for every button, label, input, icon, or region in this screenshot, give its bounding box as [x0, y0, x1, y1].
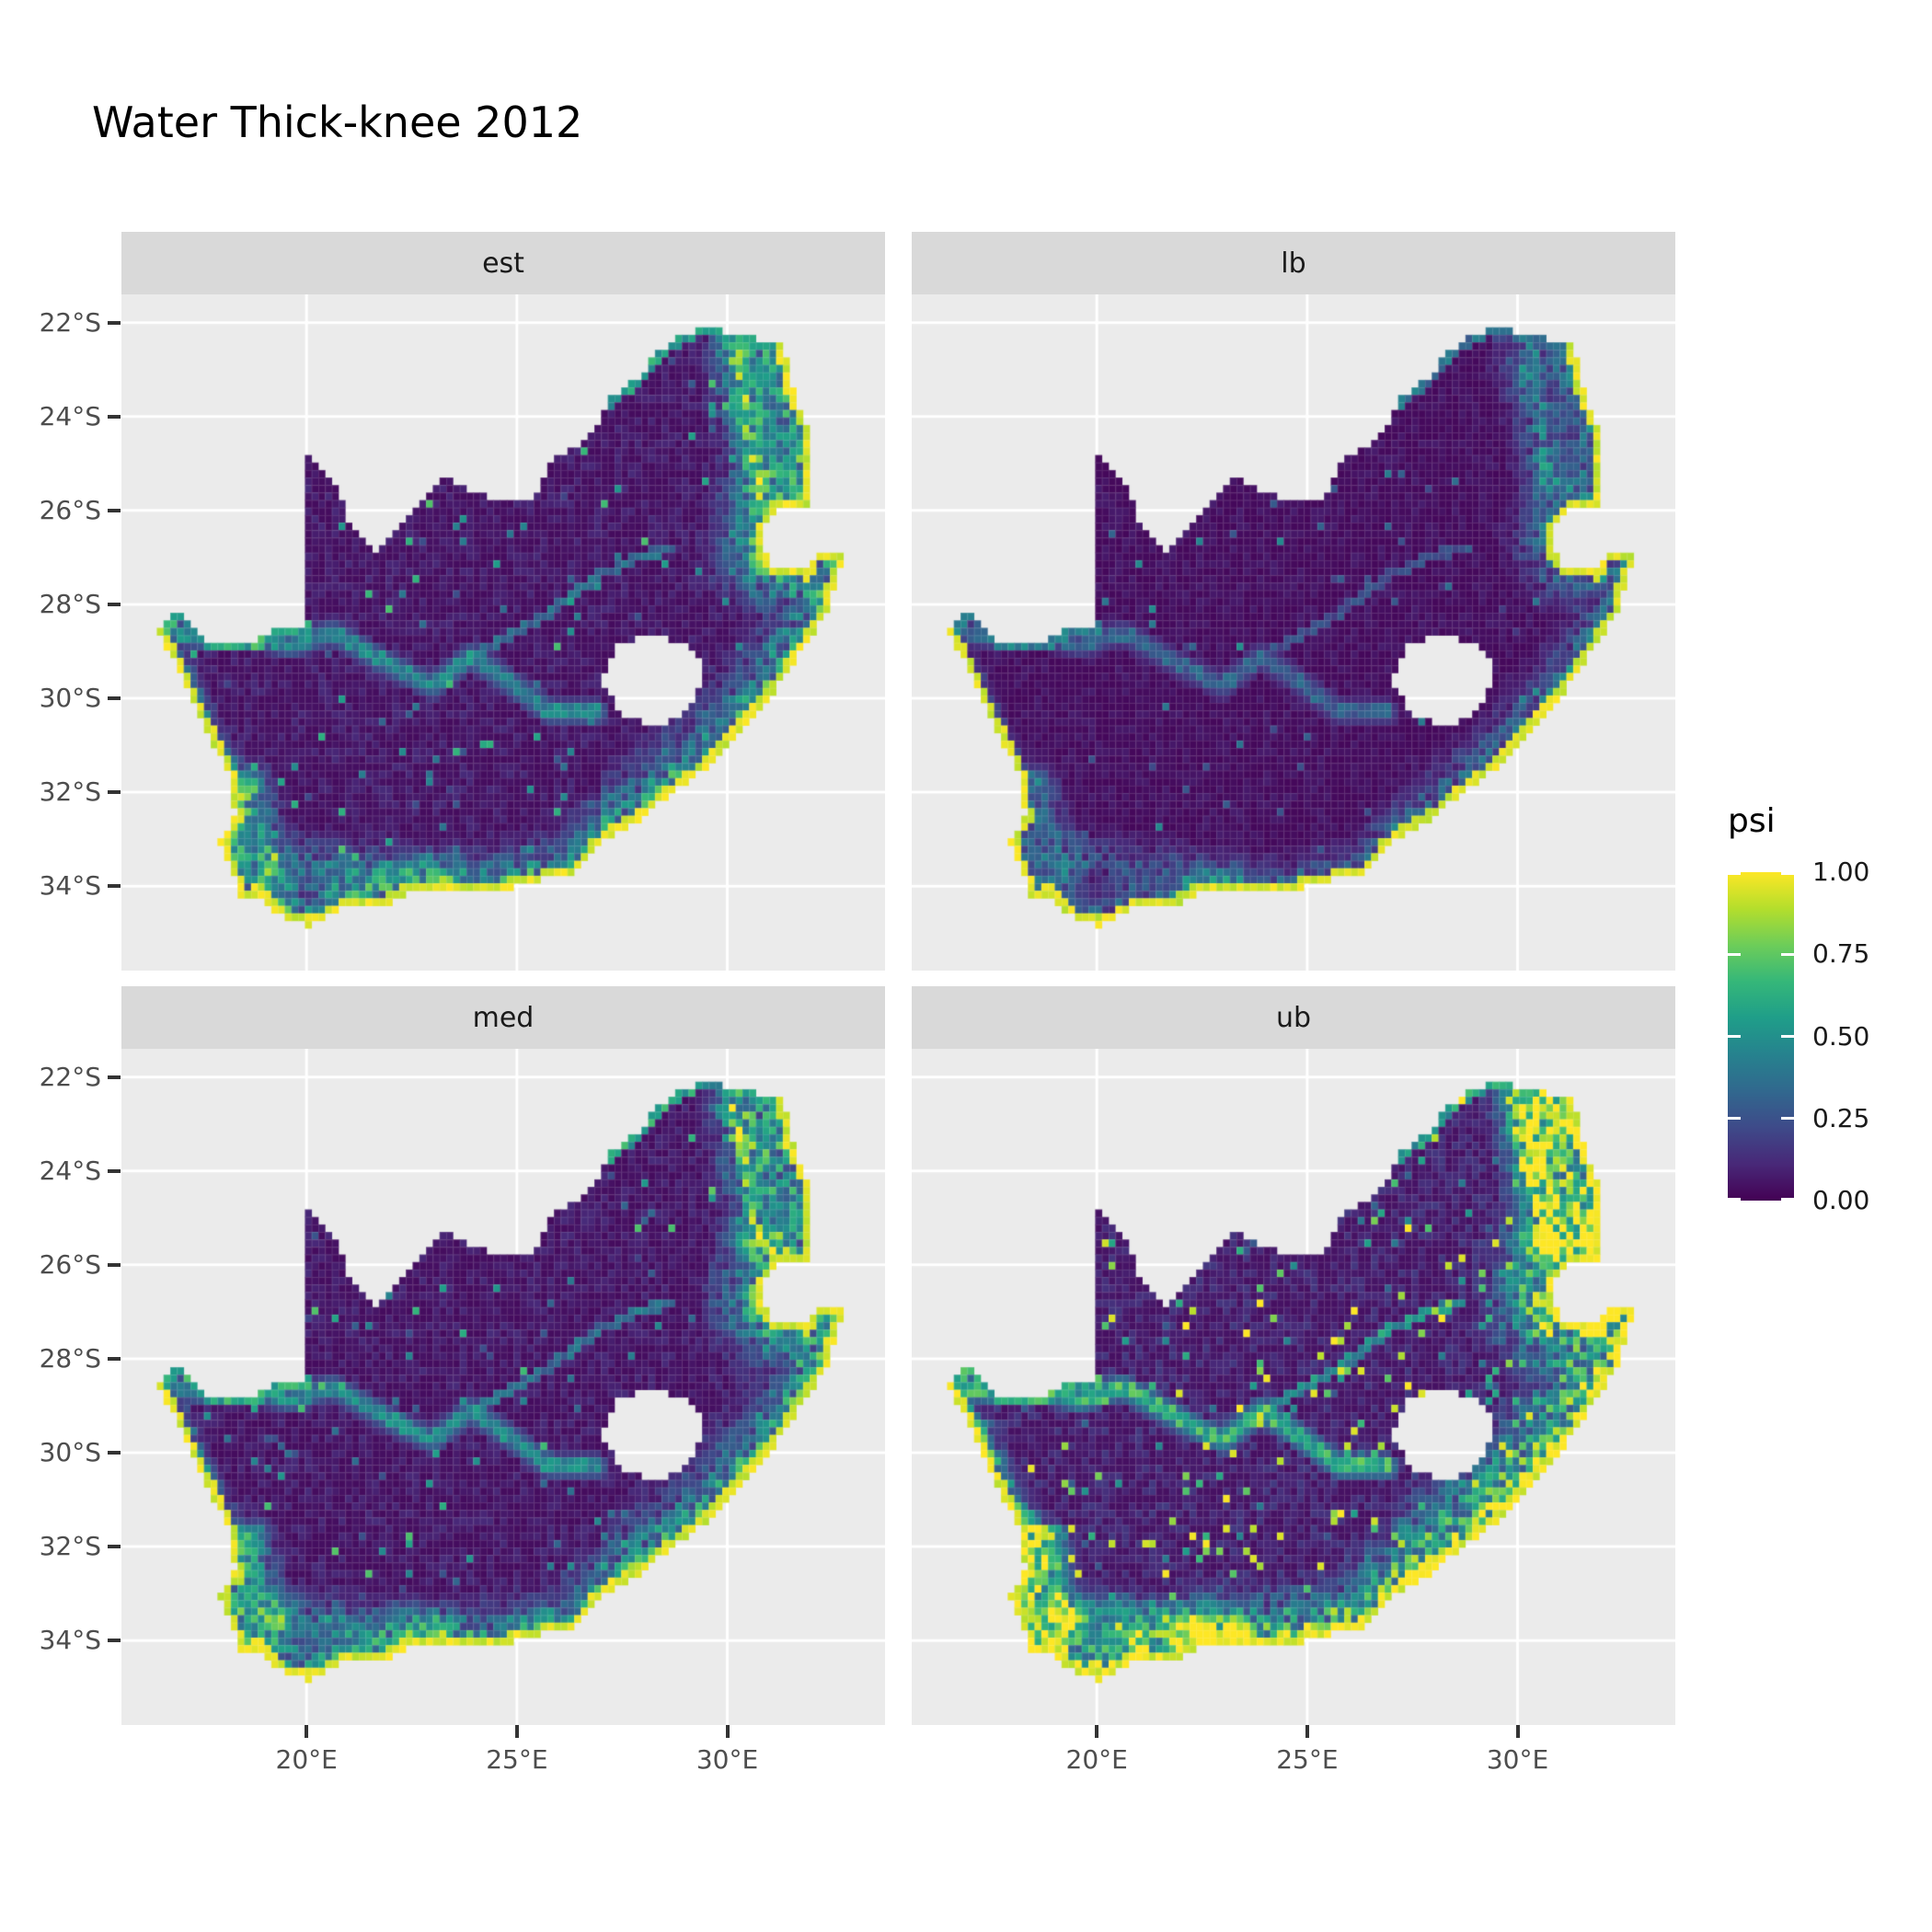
y-tick-label: 22°S: [39, 306, 101, 338]
legend-tick-label: 1.00: [1812, 857, 1870, 887]
y-tick-label: 34°S: [39, 870, 101, 902]
map-canvas-med: [121, 1049, 885, 1725]
x-tick-label: 30°E: [696, 1744, 759, 1775]
y-tick-mark: [108, 1075, 121, 1079]
x-tick-mark: [305, 1725, 309, 1738]
y-tick-mark: [108, 696, 121, 700]
x-tick-mark: [1515, 1725, 1520, 1738]
y-tick-mark: [108, 602, 121, 606]
x-tick-label: 25°E: [486, 1744, 548, 1775]
facet-strip-lb: lb: [912, 232, 1675, 294]
y-tick-mark: [108, 1356, 121, 1361]
legend-tick: [1728, 1198, 1741, 1201]
legend-tick-label: 0.25: [1812, 1102, 1870, 1133]
y-tick-mark: [108, 508, 121, 512]
y-tick-label: 26°S: [39, 494, 101, 525]
legend-tick-label: 0.75: [1812, 938, 1870, 970]
map-canvas-lb: [912, 294, 1675, 971]
y-tick-label: 22°S: [39, 1061, 101, 1092]
map-canvas-ub: [912, 1049, 1675, 1725]
legend-tick: [1781, 952, 1794, 956]
x-tick-label: 20°E: [275, 1744, 338, 1775]
y-tick-mark: [108, 1545, 121, 1549]
legend-tick: [1781, 1035, 1794, 1038]
map-panel-ub: [912, 1049, 1675, 1725]
legend-tick: [1781, 1198, 1794, 1201]
y-tick-label: 24°S: [39, 1155, 101, 1186]
y-tick-label: 32°S: [39, 776, 101, 808]
y-tick-mark: [108, 1168, 121, 1173]
y-tick-label: 30°S: [39, 682, 101, 713]
facet-strip-label: lb: [1281, 247, 1306, 280]
legend-tick: [1781, 1117, 1794, 1121]
x-tick-mark: [1095, 1725, 1099, 1738]
y-tick-mark: [108, 1262, 121, 1267]
facet-strip-label: ub: [1275, 1001, 1312, 1034]
map-panel-med: [121, 1049, 885, 1725]
legend-tick: [1728, 1035, 1741, 1038]
y-tick-label: 30°S: [39, 1436, 101, 1467]
x-tick-label: 30°E: [1486, 1744, 1549, 1775]
y-tick-mark: [108, 414, 121, 419]
legend-tick: [1728, 872, 1741, 875]
y-tick-label: 34°S: [39, 1625, 101, 1656]
y-tick-label: 28°S: [39, 1342, 101, 1374]
facet-strip-ub: ub: [912, 986, 1675, 1049]
map-panel-lb: [912, 294, 1675, 971]
legend-tick-label: 0.00: [1812, 1185, 1870, 1215]
y-tick-label: 26°S: [39, 1248, 101, 1280]
x-tick-label: 20°E: [1065, 1744, 1128, 1775]
legend-tick: [1728, 1117, 1741, 1121]
plot-title: Water Thick-knee 2012: [92, 98, 583, 147]
x-tick-mark: [514, 1725, 519, 1738]
y-tick-mark: [108, 884, 121, 889]
x-tick-label: 25°E: [1276, 1744, 1339, 1775]
legend-tick-label: 0.50: [1812, 1020, 1870, 1052]
x-tick-mark: [725, 1725, 730, 1738]
y-tick-mark: [108, 320, 121, 325]
x-tick-mark: [1305, 1725, 1309, 1738]
y-tick-mark: [108, 1639, 121, 1643]
map-panel-est: [121, 294, 885, 971]
y-tick-mark: [108, 790, 121, 795]
legend-tick: [1728, 952, 1741, 956]
legend-title: psi: [1728, 802, 1776, 840]
facet-strip-label: med: [472, 1001, 535, 1034]
legend-tick: [1781, 872, 1794, 875]
y-tick-label: 28°S: [39, 588, 101, 619]
facet-strip-med: med: [121, 986, 885, 1049]
map-canvas-est: [121, 294, 885, 971]
y-tick-mark: [108, 1450, 121, 1455]
facet-strip-label: est: [482, 247, 524, 280]
y-tick-label: 24°S: [39, 400, 101, 431]
y-tick-label: 32°S: [39, 1531, 101, 1562]
facet-strip-est: est: [121, 232, 885, 294]
